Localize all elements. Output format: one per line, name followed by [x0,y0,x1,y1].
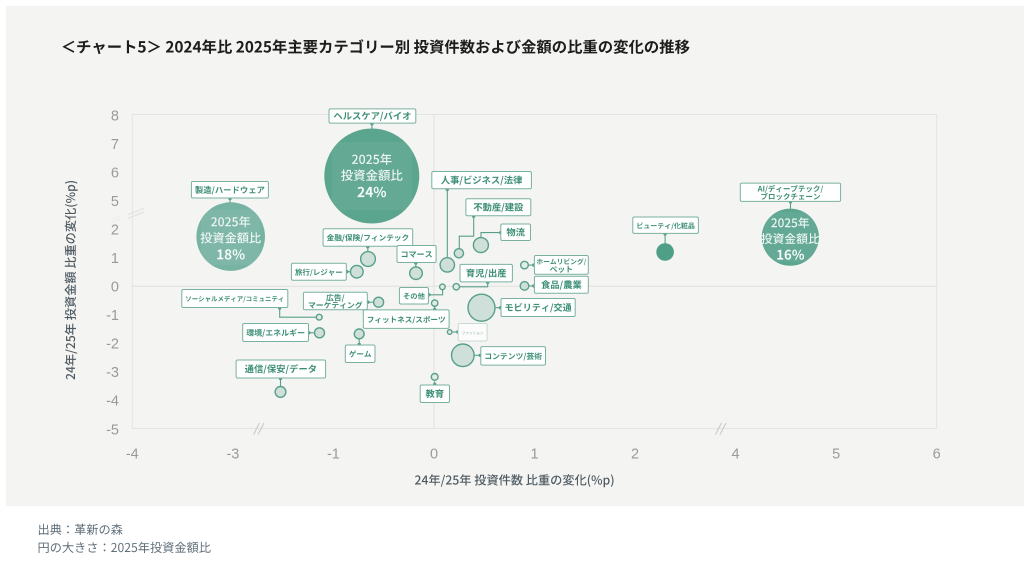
svg-text:5: 5 [111,194,119,210]
svg-text:6: 6 [933,447,941,463]
svg-text:2: 2 [111,223,119,239]
svg-text:4: 4 [732,447,740,463]
svg-text:-5: -5 [106,422,119,438]
svg-text:-3: -3 [106,365,119,381]
svg-text:1: 1 [530,447,538,463]
svg-text:6: 6 [111,165,119,181]
svg-text:-4: -4 [126,447,139,463]
svg-text:0: 0 [111,280,119,296]
svg-text:8: 8 [111,108,119,124]
svg-text:2: 2 [631,447,639,463]
svg-text:7: 7 [111,137,119,153]
svg-text:5: 5 [832,447,840,463]
svg-text:-1: -1 [106,308,119,324]
svg-text:-2: -2 [106,337,119,353]
svg-text:-4: -4 [106,394,119,410]
svg-text:0: 0 [430,447,438,463]
svg-text:-1: -1 [327,447,340,463]
svg-text:-3: -3 [226,447,239,463]
svg-text:1: 1 [111,251,119,267]
